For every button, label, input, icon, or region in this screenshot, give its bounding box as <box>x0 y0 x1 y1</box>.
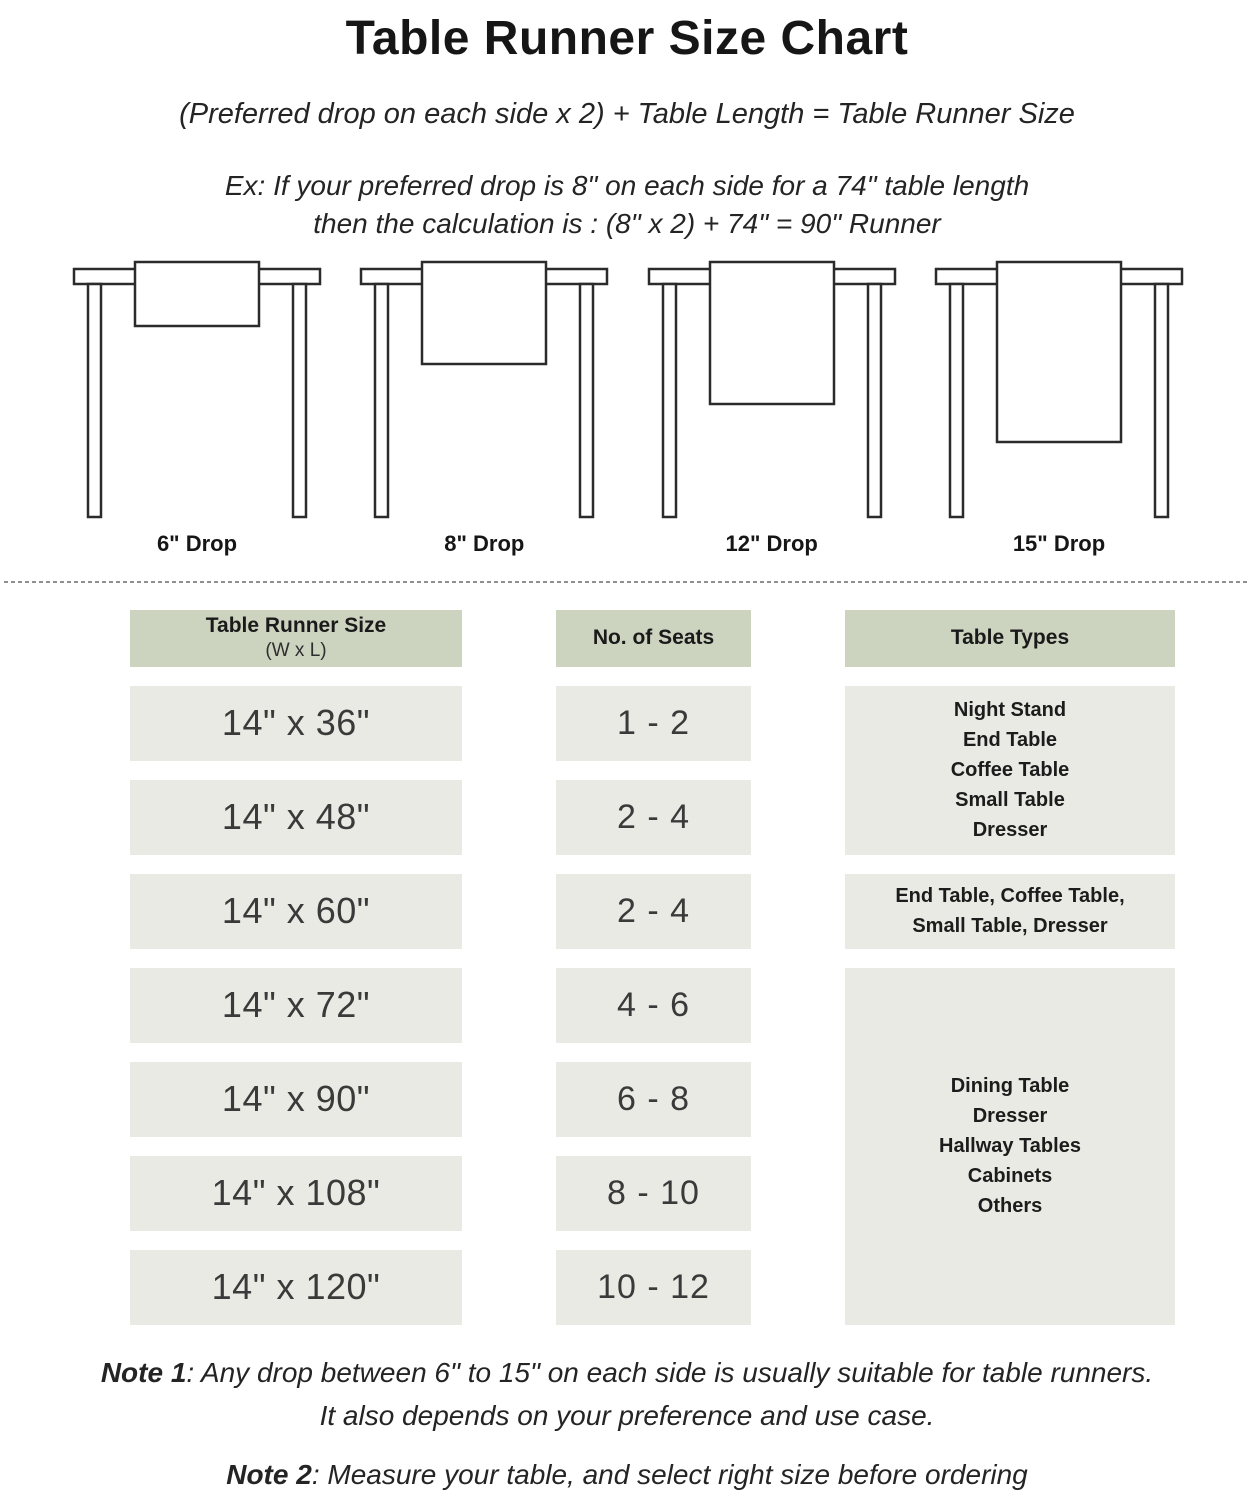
seats-cell: 10 - 12 <box>556 1249 751 1325</box>
seats-cell: 8 - 10 <box>556 1155 751 1231</box>
table-leg-left <box>374 282 390 518</box>
col-header-seats: No. of Seats <box>556 609 751 667</box>
seats-cell: 6 - 8 <box>556 1061 751 1137</box>
runner-rect <box>708 260 835 405</box>
formula-text: (Preferred drop on each side x 2) + Tabl… <box>179 97 1075 130</box>
table-illustration-8-drop: 8" Drop <box>359 255 609 557</box>
runner-size-cell: 14" x 60" <box>130 873 462 949</box>
table-type-line: Small Table, Dresser <box>912 915 1108 938</box>
table-type-line: Dining Table <box>950 1075 1070 1098</box>
table-leg-right <box>291 282 308 518</box>
notes: Note 1: Any drop between 6" to 15" on ea… <box>0 1351 1254 1497</box>
table-leg-left <box>948 282 965 518</box>
note-1: Note 1: Any drop between 6" to 15" on ea… <box>0 1351 1254 1438</box>
note-2-label: Note 2 <box>226 1459 312 1491</box>
col-header-runner-size-subtitle: (W x L) <box>265 640 327 662</box>
runner-size-cell: 14" x 108" <box>130 1155 462 1231</box>
table-drawing-8-drop <box>360 260 609 518</box>
table-type-line: Dresser <box>972 819 1048 842</box>
table-leg-right <box>866 282 882 518</box>
runner-size-cell: 14" x 90" <box>130 1061 462 1137</box>
table-type-line: Hallway Tables <box>939 1135 1081 1158</box>
table-leg-right <box>579 282 595 518</box>
table-leg-left <box>661 282 677 518</box>
drop-label-8: 8" Drop <box>444 530 525 556</box>
table-type-line: Night Stand <box>953 699 1067 722</box>
size-chart: Table Runner Size (W x L) No. of Seats T… <box>130 609 1175 1325</box>
note-2-text: : Measure your table, and select right s… <box>311 1459 1028 1491</box>
note-1-line-1: Note 1: Any drop between 6" to 15" on ea… <box>0 1351 1254 1394</box>
seats-cell: 1 - 2 <box>556 685 751 761</box>
runner-rect <box>133 260 261 327</box>
table-type-line: End Table <box>962 729 1058 752</box>
runner-size-cell: 14" x 72" <box>130 967 462 1043</box>
drop-illustrations: 6" Drop 8" Drop 12" Drop 15" Drop <box>0 255 1254 557</box>
table-types-cell-large-tables: Dining Table Dresser Hallway Tables Cabi… <box>845 967 1175 1325</box>
drop-label-15: 15" Drop <box>1012 530 1106 556</box>
seats-cell: 2 - 4 <box>556 779 751 855</box>
seats-cell: 4 - 6 <box>556 967 751 1043</box>
drop-label-6: 6" Drop <box>156 530 238 556</box>
table-type-line: Coffee Table <box>950 759 1070 782</box>
table-type-line: Cabinets <box>967 1165 1053 1188</box>
note-1-line-2: It also depends on your preference and u… <box>319 1399 935 1431</box>
col-header-runner-size: Table Runner Size (W x L) <box>130 609 462 667</box>
table-type-line: End Table, Coffee Table, <box>895 885 1125 908</box>
runner-size-cell: 14" x 36" <box>130 685 462 761</box>
note-1-text: : Any drop between 6" to 15" on each sid… <box>186 1356 1154 1388</box>
table-drawing-15-drop <box>934 260 1184 518</box>
note-1-label: Note 1 <box>100 1356 187 1388</box>
example-line-1: Ex: If your preferred drop is 8" on each… <box>224 169 1030 201</box>
seats-cell: 2 - 4 <box>556 873 751 949</box>
table-types-cell-medium-tables: End Table, Coffee Table, Small Table, Dr… <box>845 873 1175 949</box>
dashed-divider <box>4 580 1250 583</box>
table-illustration-6-drop: 6" Drop <box>72 255 322 557</box>
col-header-types: Table Types <box>845 609 1175 667</box>
table-leg-right <box>1153 282 1170 518</box>
table-type-line: Small Table <box>955 789 1065 812</box>
table-drawing-6-drop <box>72 260 322 518</box>
table-drawing-12-drop <box>647 260 896 518</box>
runner-rect <box>421 260 548 365</box>
runner-size-cell: 14" x 48" <box>130 779 462 855</box>
col-header-seats-title: No. of Seats <box>592 625 715 649</box>
table-illustration-12-drop: 12" Drop <box>647 255 897 557</box>
table-types-cell-small-tables: Night Stand End Table Coffee Table Small… <box>845 685 1175 855</box>
drop-label-12: 12" Drop <box>725 530 818 556</box>
runner-rect <box>995 260 1123 443</box>
col-header-types-title: Table Types <box>950 625 1070 649</box>
table-type-line: Dresser <box>972 1105 1048 1128</box>
page-title: Table Runner Size Chart <box>345 12 909 65</box>
table-type-line: Others <box>977 1195 1043 1218</box>
col-header-runner-size-title: Table Runner Size <box>205 614 387 638</box>
table-leg-left <box>86 282 103 518</box>
table-illustration-15-drop: 15" Drop <box>934 255 1184 557</box>
example-text: Ex: If your preferred drop is 8" on each… <box>0 167 1254 243</box>
note-2: Note 2: Measure your table, and select r… <box>0 1453 1254 1496</box>
example-line-2: then the calculation is : (8" x 2) + 74"… <box>313 207 941 239</box>
runner-size-cell: 14" x 120" <box>130 1249 462 1325</box>
